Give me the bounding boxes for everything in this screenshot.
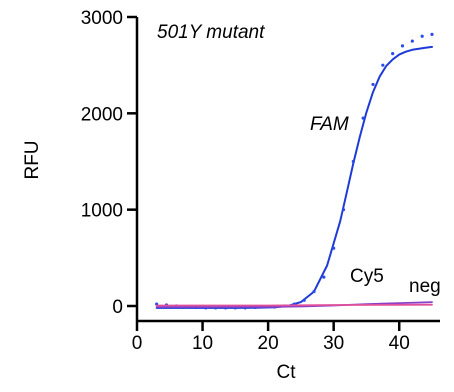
y-tick-label: 0 <box>112 297 123 318</box>
y-tick-label: 1000 <box>81 201 123 222</box>
x-tick-label: 30 <box>323 333 344 354</box>
fam-data-point <box>391 52 395 56</box>
x-tick-label: 40 <box>389 333 410 354</box>
x-tick-label: 10 <box>192 333 213 354</box>
fam-data-point <box>430 32 434 36</box>
y-tick-label: 2000 <box>81 104 123 125</box>
cy5-label: Cy5 <box>350 266 384 287</box>
y-ticks: 0 1000 2000 3000 <box>81 8 137 318</box>
fam-data-point <box>410 39 414 43</box>
x-axis-title: Ct <box>277 362 297 383</box>
fam-data-point <box>381 63 385 67</box>
x-tick-label: 20 <box>258 333 279 354</box>
fam-data-point <box>371 82 375 87</box>
fam-data-point <box>322 275 326 279</box>
fam-label: FAM <box>310 114 349 135</box>
fam-data-point <box>351 159 355 164</box>
y-axis-title: RFU <box>22 140 43 179</box>
fam-data-point <box>312 289 316 294</box>
fam-data-point <box>341 208 346 212</box>
x-ticks: 0 10 20 30 40 <box>132 321 410 354</box>
chart-title: 501Y mutant <box>157 22 265 43</box>
neg-series-line <box>155 303 433 307</box>
fam-data-point <box>302 298 306 302</box>
y-tick-label: 3000 <box>81 8 123 29</box>
neg-label: neg <box>409 276 441 297</box>
series-layer <box>155 32 434 310</box>
fam-data-point <box>420 34 424 38</box>
fam-data-point <box>361 116 365 120</box>
fam-data-point <box>400 44 405 48</box>
x-tick-label: 0 <box>132 333 143 354</box>
fam-series-line <box>155 45 433 309</box>
fam-data-point <box>332 246 336 250</box>
